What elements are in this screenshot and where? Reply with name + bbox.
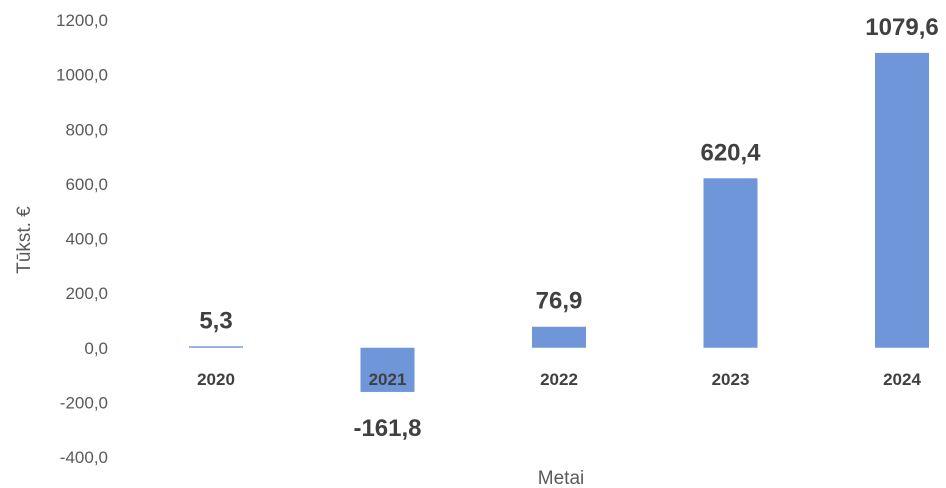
x-tick-label: 2022 [540, 370, 578, 389]
y-tick-label: 200,0 [65, 284, 108, 303]
y-tick-label: 600,0 [65, 175, 108, 194]
y-tick-label: 800,0 [65, 120, 108, 139]
data-label: 5,3 [199, 307, 232, 334]
x-tick-label: 2021 [369, 370, 407, 389]
x-tick-label: 2020 [197, 370, 235, 389]
x-tick-label: 2024 [883, 370, 921, 389]
bars [189, 52, 929, 392]
y-tick-label: 0,0 [84, 339, 108, 358]
y-axis-ticks: -400,0 -200,0 0,0 200,0 400,0 600,0 800,0 1000,… [56, 11, 108, 467]
bar [360, 347, 415, 392]
x-tick-label: 2023 [712, 370, 750, 389]
bar [703, 178, 758, 348]
y-tick-label: 1000,0 [56, 66, 108, 85]
data-label: -161,8 [353, 415, 421, 442]
bar [189, 346, 243, 348]
data-label: 620,4 [700, 139, 761, 166]
data-labels: 5,3 -161,8 76,9 620,4 1079,6 [199, 14, 938, 442]
y-tick-label: -400,0 [60, 448, 108, 467]
bar [532, 326, 586, 348]
y-axis-label: Tūkst. € [14, 206, 35, 274]
x-axis-label: Metai [538, 468, 584, 488]
data-label: 1079,6 [865, 14, 938, 41]
data-label: 76,9 [536, 288, 583, 315]
x-axis-category-labels: 2020 2021 2022 2023 2024 [197, 370, 921, 389]
y-tick-label: -200,0 [60, 393, 108, 412]
bar [875, 52, 929, 348]
y-tick-label: 1200,0 [56, 11, 108, 30]
y-tick-label: 400,0 [65, 230, 108, 249]
